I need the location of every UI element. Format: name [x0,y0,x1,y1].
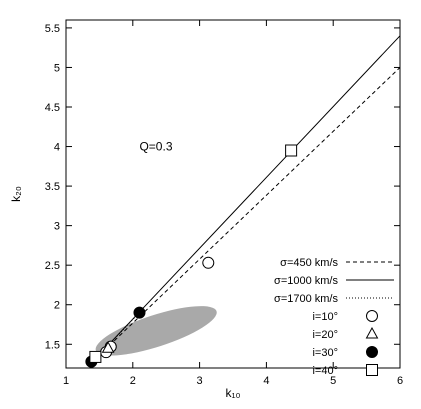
legend-label-i-30: i=30° [312,347,338,359]
y-tick-label-5: 4 [54,142,60,154]
legend-swatch-marker-1 [365,326,379,339]
annotation-q: Q=0.3 [139,140,172,154]
legend-swatch-marker-0 [366,310,378,322]
legend-swatch-marker-3 [366,364,378,376]
legend-label-sigma-1700: σ=1700 km/s [274,293,338,305]
legend-swatch-marker-2 [366,346,378,358]
y-tick-label-3: 3 [54,221,60,233]
legend-label-i-10: i=10° [312,311,338,323]
y-axis: 1.5 2 2.5 3 3.5 4 4.5 5 5.5 [45,23,400,351]
legend: σ=450 km/s σ=1000 km/s σ=1700 km/s i=10°… [274,257,394,377]
y-tick-label-8: 5.5 [45,23,60,35]
point-0-2 [202,256,215,269]
x-tick-label-1: 2 [130,375,136,387]
shaded-region [95,306,217,356]
legend-label-sigma-1000: σ=1000 km/s [274,275,338,287]
x-axis: 1 2 3 4 5 6 [63,20,403,387]
y-axis-label: k₂₀ [9,186,23,202]
plot-frame [65,19,401,369]
x-tick-label-4: 5 [330,375,336,387]
point-3-1 [285,144,298,157]
legend-label-i-40: i=40° [312,365,338,377]
legend-swatches [346,261,394,376]
point-3-0 [89,350,102,363]
legend-label-sigma-450: σ=450 km/s [280,257,338,269]
y-tick-label-4: 3.5 [45,181,60,193]
y-tick-label-0: 1.5 [45,339,60,351]
point-1-0 [101,341,115,353]
x-tick-label-0: 1 [63,375,69,387]
y-tick-label-2: 2.5 [45,260,60,272]
x-axis-label: k₁₀ [225,386,240,400]
series-line-1 [93,35,401,361]
series-line-2 [93,312,140,361]
x-tick-label-5: 6 [397,375,403,387]
y-tick-label-7: 5 [54,62,60,74]
y-tick-label-6: 4.5 [45,102,60,114]
x-tick-label-3: 4 [263,375,269,387]
y-tick-label-1: 2 [54,300,60,312]
x-tick-label-2: 3 [197,375,203,387]
point-2-1 [133,306,146,319]
legend-label-i-20: i=20° [312,329,338,341]
plot-content [85,35,401,368]
